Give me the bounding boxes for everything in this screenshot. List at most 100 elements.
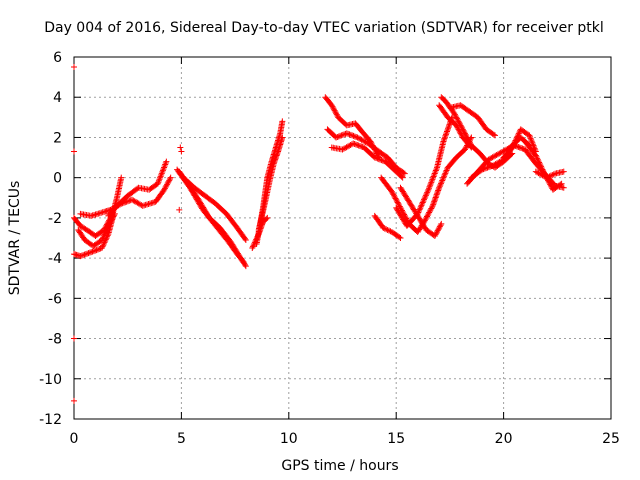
data-point bbox=[535, 158, 542, 165]
data-point bbox=[436, 184, 443, 191]
series-track-h bbox=[182, 176, 249, 244]
series-track-u bbox=[449, 102, 499, 139]
data-point bbox=[158, 171, 165, 178]
data-point bbox=[106, 221, 113, 228]
data-point bbox=[427, 180, 434, 187]
data-point bbox=[547, 182, 554, 189]
data-point bbox=[424, 212, 431, 219]
data-point bbox=[242, 261, 249, 268]
data-points bbox=[71, 64, 567, 404]
x-tick-label: 15 bbox=[387, 431, 405, 447]
data-point bbox=[80, 252, 87, 259]
data-point bbox=[105, 222, 112, 229]
data-point bbox=[380, 224, 387, 231]
data-point bbox=[462, 145, 469, 152]
data-point bbox=[255, 232, 262, 239]
data-point bbox=[485, 164, 492, 171]
x-tick-labels: 0 5 10 15 20 25 bbox=[70, 431, 620, 447]
data-point bbox=[334, 133, 341, 140]
data-point bbox=[352, 141, 359, 148]
data-point bbox=[515, 131, 522, 138]
series-track-y bbox=[522, 138, 565, 193]
y-tick-label: 0 bbox=[53, 171, 62, 187]
data-point bbox=[98, 245, 105, 252]
data-point bbox=[433, 230, 440, 237]
data-point bbox=[477, 167, 484, 174]
data-point bbox=[487, 163, 494, 170]
data-point bbox=[100, 232, 107, 239]
data-point bbox=[100, 240, 107, 247]
data-point bbox=[427, 182, 434, 189]
data-point bbox=[242, 237, 249, 244]
data-point bbox=[177, 144, 184, 151]
data-point bbox=[108, 216, 115, 223]
data-point bbox=[417, 203, 424, 210]
data-point bbox=[560, 168, 567, 175]
data-point bbox=[375, 156, 382, 163]
data-point bbox=[103, 227, 110, 234]
data-point bbox=[157, 173, 164, 180]
data-point bbox=[436, 223, 443, 230]
data-point bbox=[263, 215, 270, 222]
data-point bbox=[252, 238, 259, 245]
data-point bbox=[86, 249, 93, 256]
x-tick-label: 25 bbox=[602, 431, 620, 447]
data-point bbox=[428, 177, 435, 184]
data-point bbox=[331, 107, 338, 114]
data-point bbox=[332, 108, 339, 115]
data-point bbox=[391, 192, 398, 199]
data-point bbox=[393, 196, 400, 203]
data-point bbox=[441, 171, 448, 178]
data-point bbox=[444, 127, 451, 134]
series-track-n bbox=[328, 140, 406, 181]
data-point bbox=[480, 166, 487, 173]
data-point bbox=[435, 226, 442, 233]
data-point bbox=[350, 132, 357, 139]
data-point bbox=[452, 112, 459, 119]
data-point bbox=[351, 133, 358, 140]
data-point bbox=[446, 122, 453, 129]
data-point bbox=[118, 174, 125, 181]
data-point bbox=[355, 142, 362, 149]
data-point bbox=[419, 199, 426, 206]
data-point bbox=[484, 164, 491, 171]
data-point bbox=[538, 165, 545, 172]
data-point bbox=[102, 228, 109, 235]
data-point bbox=[109, 214, 116, 221]
data-point bbox=[419, 200, 426, 207]
data-point bbox=[437, 222, 444, 229]
data-point bbox=[163, 158, 170, 165]
data-point bbox=[341, 131, 348, 138]
data-point bbox=[418, 202, 425, 209]
data-point bbox=[164, 180, 171, 187]
series-track-m bbox=[324, 126, 408, 177]
data-point bbox=[438, 220, 445, 227]
data-point bbox=[176, 206, 183, 213]
data-point bbox=[468, 144, 475, 151]
data-point bbox=[513, 134, 520, 141]
data-point bbox=[429, 176, 436, 183]
data-point bbox=[392, 195, 399, 202]
series-track-l bbox=[322, 94, 383, 161]
data-point bbox=[433, 166, 440, 173]
data-point bbox=[241, 235, 248, 242]
data-point bbox=[490, 131, 497, 138]
data-point bbox=[511, 142, 518, 149]
data-point bbox=[333, 110, 340, 117]
data-point bbox=[347, 131, 354, 138]
data-point bbox=[100, 234, 107, 241]
data-point bbox=[85, 250, 92, 257]
data-point bbox=[536, 160, 543, 167]
data-point bbox=[96, 246, 103, 253]
data-point bbox=[423, 214, 430, 221]
data-point bbox=[443, 167, 450, 174]
data-point bbox=[512, 137, 519, 144]
data-point bbox=[526, 133, 533, 140]
data-point bbox=[84, 250, 91, 257]
data-point bbox=[539, 166, 546, 173]
data-point bbox=[251, 239, 258, 246]
data-point bbox=[513, 136, 520, 143]
data-point bbox=[451, 110, 458, 117]
data-point bbox=[436, 183, 443, 190]
data-point bbox=[123, 198, 130, 205]
